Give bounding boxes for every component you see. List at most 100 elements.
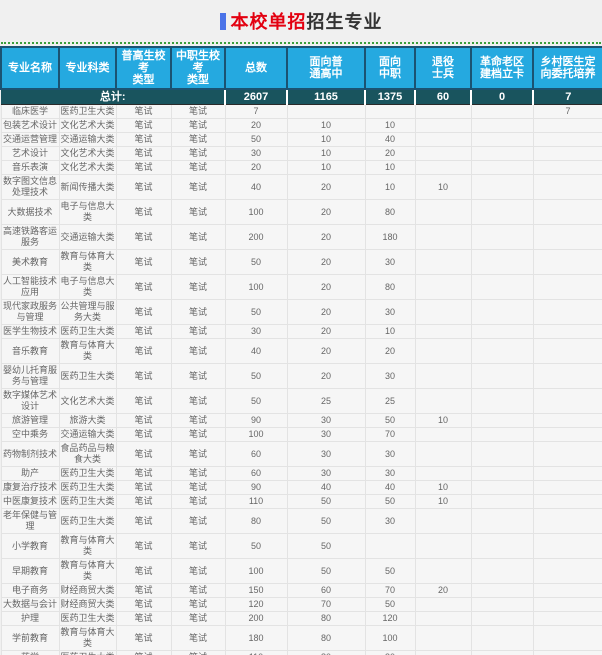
cell-rural-doctor xyxy=(532,363,602,389)
cell-total: 100 xyxy=(224,427,288,442)
cell-rural-doctor xyxy=(532,466,602,481)
cell-veterans xyxy=(414,441,472,467)
cell-old-area-card xyxy=(470,427,534,442)
cell-vocational-exam-type: 笔试 xyxy=(170,338,226,364)
major-row: 美术教育 教育与体育大类 笔试 笔试 50 20 30 xyxy=(0,249,602,275)
cell-rural-doctor xyxy=(532,611,602,626)
cell-veterans xyxy=(414,533,472,559)
cell-for-regular-hs: 60 xyxy=(286,583,366,598)
cell-for-regular-hs: 30 xyxy=(286,466,366,481)
cell-for-regular-hs: 80 xyxy=(286,650,366,655)
cell-major-name: 早期教育 xyxy=(0,558,60,584)
cell-regular-hs-exam-type: 笔试 xyxy=(115,558,172,584)
major-row: 音乐教育 教育与体育大类 笔试 笔试 40 20 20 xyxy=(0,338,602,364)
cell-old-area-card xyxy=(470,480,534,495)
cell-rural-doctor xyxy=(532,118,602,133)
cell-veterans xyxy=(414,299,472,325)
cell-major-category: 医药卫生大类 xyxy=(58,611,117,626)
major-row: 人工智能技术应用 电子与信息大类 笔试 笔试 100 20 80 xyxy=(0,274,602,300)
cell-old-area-card xyxy=(470,299,534,325)
table-body: 临床医学 医药卫生大类 笔试 笔试 7 7 包装艺术设计 文化艺术大类 笔试 笔试 20 10 10 交通… xyxy=(0,104,602,655)
cell-old-area-card xyxy=(470,558,534,584)
cell-for-regular-hs: 25 xyxy=(286,388,366,414)
major-row: 中医康复技术 医药卫生大类 笔试 笔试 110 50 50 10 xyxy=(0,494,602,509)
cell-vocational-exam-type: 笔试 xyxy=(170,118,226,133)
cell-rural-doctor xyxy=(532,441,602,467)
cell-old-area-card xyxy=(470,625,534,651)
cell-total: 50 xyxy=(224,363,288,389)
major-row: 药学医药卫生大类笔试笔试1108030 xyxy=(0,650,602,655)
cell-major-name: 护理 xyxy=(0,611,60,626)
cell-major-name: 助产 xyxy=(0,466,60,481)
cell-major-name: 中医康复技术 xyxy=(0,494,60,509)
cell-rural-doctor xyxy=(532,427,602,442)
cell-veterans: 10 xyxy=(414,480,472,495)
cell-for-vocational: 30 xyxy=(364,249,416,275)
cell-vocational-exam-type: 笔试 xyxy=(170,199,226,225)
column-header-for-vocational: 面向 中职 xyxy=(364,46,416,90)
cell-veterans: 10 xyxy=(414,413,472,428)
cell-major-name: 康复治疗技术 xyxy=(0,480,60,495)
cell-old-area-card xyxy=(470,132,534,147)
cell-for-regular-hs xyxy=(286,104,366,119)
cell-for-vocational: 50 xyxy=(364,558,416,584)
cell-vocational-exam-type: 笔试 xyxy=(170,508,226,534)
major-row: 大数据与会计 财经商贸大类 笔试 笔试 120 70 50 xyxy=(0,597,602,612)
cell-veterans xyxy=(414,160,472,175)
cell-old-area-card xyxy=(470,249,534,275)
cell-major-name: 药学 xyxy=(0,650,60,655)
page-title-rest: 招生专业 xyxy=(306,12,383,32)
cell-vocational-exam-type: 笔试 xyxy=(170,494,226,509)
cell-major-name: 婴幼儿托育服务与管理 xyxy=(0,363,60,389)
cell-veterans: 10 xyxy=(414,494,472,509)
cell-for-vocational: 70 xyxy=(364,427,416,442)
cell-major-category: 文化艺术大类 xyxy=(58,118,117,133)
cell-vocational-exam-type: 笔试 xyxy=(170,583,226,598)
cell-for-regular-hs: 40 xyxy=(286,480,366,495)
cell-regular-hs-exam-type: 笔试 xyxy=(115,118,172,133)
cell-major-name: 临床医学 xyxy=(0,104,60,119)
cell-total: 40 xyxy=(224,174,288,200)
cell-for-vocational: 70 xyxy=(364,583,416,598)
cell-vocational-exam-type: 笔试 xyxy=(170,625,226,651)
column-header-major-category: 专业科类 xyxy=(58,46,117,90)
cell-regular-hs-exam-type: 笔试 xyxy=(115,480,172,495)
cell-vocational-exam-type: 笔试 xyxy=(170,597,226,612)
cell-vocational-exam-type: 笔试 xyxy=(170,160,226,175)
major-row: 小学教育 教育与体育大类 笔试 笔试 50 50 xyxy=(0,533,602,559)
cell-major-name: 药物制剂技术 xyxy=(0,441,60,467)
cell-total: 90 xyxy=(224,413,288,428)
cell-major-category: 医药卫生大类 xyxy=(58,650,117,655)
column-header-old-area-card: 革命老区 建档立卡 xyxy=(470,46,534,90)
cell-total: 120 xyxy=(224,597,288,612)
cell-vocational-exam-type: 笔试 xyxy=(170,174,226,200)
major-row: 药物制剂技术 食品药品与粮食大类 笔试 笔试 60 30 30 xyxy=(0,441,602,467)
cell-old-area-card xyxy=(470,104,534,119)
cell-old-area-card xyxy=(470,146,534,161)
cell-for-vocational: 10 xyxy=(364,160,416,175)
cell-veterans: 20 xyxy=(414,583,472,598)
cell-total: 100 xyxy=(224,274,288,300)
cell-regular-hs-exam-type: 笔试 xyxy=(115,104,172,119)
cell-regular-hs-exam-type: 笔试 xyxy=(115,494,172,509)
cell-for-regular-hs: 80 xyxy=(286,611,366,626)
cell-vocational-exam-type: 笔试 xyxy=(170,324,226,339)
major-row: 旅游管理 旅游大类 笔试 笔试 90 30 50 10 xyxy=(0,413,602,428)
cell-veterans xyxy=(414,597,472,612)
cell-major-category: 财经商贸大类 xyxy=(58,597,117,612)
cell-veterans xyxy=(414,466,472,481)
cell-veterans xyxy=(414,274,472,300)
cell-major-name: 现代家政服务与管理 xyxy=(0,299,60,325)
cell-regular-hs-exam-type: 笔试 xyxy=(115,199,172,225)
cell-major-category: 文化艺术大类 xyxy=(58,146,117,161)
cell-veterans xyxy=(414,104,472,119)
major-row: 婴幼儿托育服务与管理 医药卫生大类 笔试 笔试 50 20 30 xyxy=(0,363,602,389)
major-row: 临床医学 医药卫生大类 笔试 笔试 7 7 xyxy=(0,104,602,119)
cell-rural-doctor xyxy=(532,324,602,339)
column-header-regular-hs-exam-type: 普高生校考 类型 xyxy=(115,46,172,90)
title-accent-bar-icon xyxy=(219,13,226,30)
cell-total: 150 xyxy=(224,583,288,598)
cell-for-regular-hs: 10 xyxy=(286,160,366,175)
cell-old-area-card xyxy=(470,611,534,626)
cell-for-vocational: 10 xyxy=(364,324,416,339)
